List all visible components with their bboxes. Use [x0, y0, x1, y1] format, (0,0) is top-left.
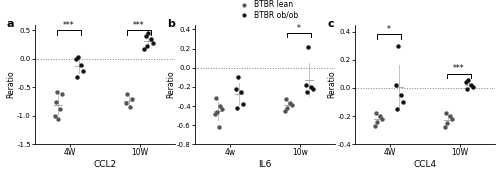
X-axis label: CCL4: CCL4: [414, 160, 436, 169]
Point: [238, 103, 246, 106]
Point: [234, 76, 242, 79]
Text: *: *: [387, 25, 391, 34]
Point: [374, 120, 382, 123]
Point: [122, 102, 130, 105]
Point: [463, 88, 471, 91]
Point: [466, 84, 474, 87]
X-axis label: IL6: IL6: [258, 160, 272, 169]
Point: [464, 78, 472, 81]
Point: [396, 94, 404, 96]
Point: [303, 90, 311, 93]
Y-axis label: Reratio: Reratio: [327, 71, 336, 98]
Point: [212, 97, 220, 100]
Point: [142, 35, 150, 37]
Point: [284, 106, 292, 109]
Point: [210, 112, 218, 115]
Point: [444, 122, 452, 125]
Point: [376, 115, 384, 118]
Point: [74, 55, 82, 58]
Point: [462, 81, 469, 84]
Point: [146, 38, 154, 41]
Text: ***: ***: [453, 64, 465, 73]
Y-axis label: Reratio: Reratio: [166, 71, 175, 98]
Point: [126, 106, 134, 109]
Text: ***: ***: [63, 21, 75, 30]
Point: [308, 87, 316, 90]
Point: [236, 90, 244, 93]
Point: [394, 44, 402, 47]
Point: [370, 125, 378, 127]
Point: [143, 45, 151, 48]
Point: [233, 106, 241, 109]
Point: [372, 112, 380, 115]
Point: [148, 42, 156, 44]
Point: [398, 101, 406, 103]
Point: [56, 108, 64, 110]
Point: [215, 126, 223, 128]
Point: [54, 117, 62, 120]
Point: [128, 97, 136, 100]
Point: [392, 84, 400, 87]
Point: [232, 87, 239, 90]
Point: [302, 84, 310, 86]
Point: [76, 63, 84, 66]
Point: [78, 70, 86, 73]
Point: [124, 93, 132, 96]
Point: [288, 104, 296, 106]
Y-axis label: Reratio: Reratio: [6, 71, 16, 98]
Point: [446, 115, 454, 118]
Text: b: b: [167, 19, 175, 29]
Point: [440, 126, 448, 129]
Point: [286, 102, 294, 105]
Text: *: *: [297, 24, 301, 33]
Point: [442, 112, 450, 115]
Point: [378, 118, 386, 120]
Point: [304, 45, 312, 48]
X-axis label: CCL2: CCL2: [94, 160, 116, 169]
Point: [58, 93, 66, 96]
Point: [468, 85, 476, 88]
Point: [393, 108, 401, 111]
Point: [50, 114, 58, 117]
Point: [73, 76, 81, 78]
Point: [282, 98, 290, 101]
Legend: BTBR lean, BTBR ob/ob: BTBR lean, BTBR ob/ob: [236, 0, 298, 19]
Point: [216, 105, 224, 107]
Point: [144, 31, 152, 34]
Point: [214, 110, 222, 113]
Text: a: a: [7, 19, 14, 29]
Point: [218, 108, 226, 110]
Text: c: c: [327, 19, 334, 29]
Point: [54, 90, 62, 93]
Point: [140, 47, 147, 50]
Point: [72, 57, 80, 60]
Point: [306, 86, 314, 88]
Point: [280, 109, 288, 112]
Text: ***: ***: [133, 21, 145, 30]
Point: [52, 100, 60, 103]
Point: [448, 118, 456, 120]
